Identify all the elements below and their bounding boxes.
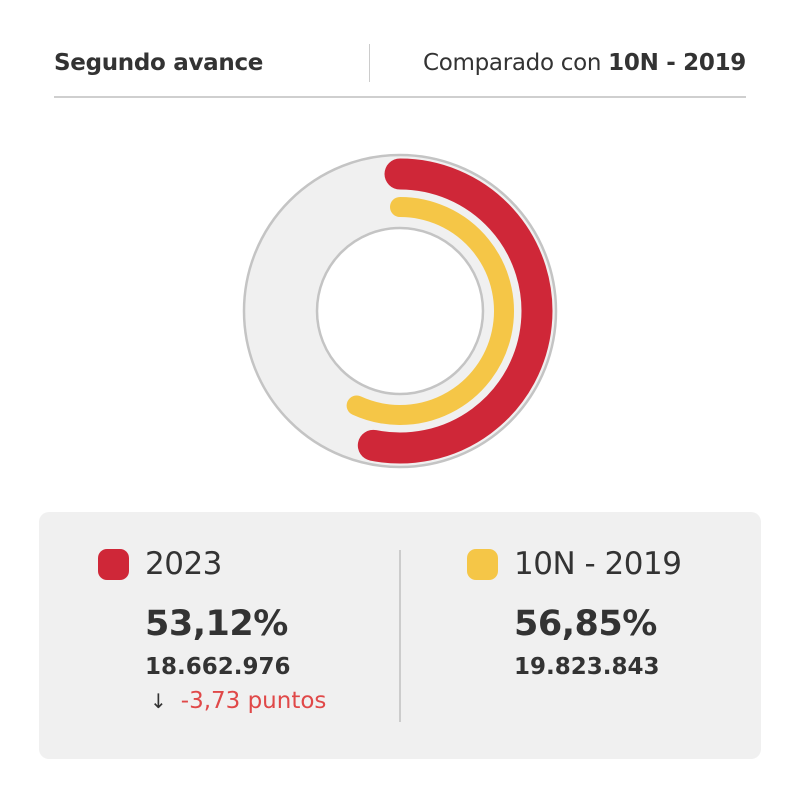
votes-2023: 18.662.976 [145, 654, 291, 680]
ring-background [243, 154, 557, 468]
arc-2019 [346, 197, 514, 425]
compare-target: 10N - 2019 [608, 50, 746, 76]
percent-2019: 56,85% [514, 604, 657, 644]
chart-header: Segundo avance Comparado con 10N - 2019 [54, 44, 746, 98]
legend-divider [399, 550, 401, 722]
compare-prefix: Comparado con [422, 50, 602, 76]
arc-2023 [357, 158, 553, 464]
legend-item-2019: 10N - 2019 56,85% 19.823.843 [467, 544, 682, 680]
legend-label-2023: 2023 [145, 546, 222, 582]
ring-inner-border [315, 226, 485, 396]
difference-value: -3,73 puntos [180, 688, 327, 714]
header-comparison: Comparado con 10N - 2019 [423, 50, 746, 76]
radial-turnout-chart [242, 153, 558, 469]
legend-item-2023: 2023 53,12% 18.662.976 ↓ -3,73 puntos [98, 544, 326, 714]
arrow-down-icon: ↓ [150, 689, 167, 713]
header-divider [369, 44, 370, 82]
header-title: Segundo avance [54, 50, 264, 76]
votes-2019: 19.823.843 [514, 654, 660, 680]
swatch-2019 [467, 548, 498, 580]
ring-outer-border [242, 153, 558, 469]
swatch-2023 [98, 548, 129, 580]
legend-panel: 2023 53,12% 18.662.976 ↓ -3,73 puntos 10… [39, 512, 761, 759]
legend-label-2019: 10N - 2019 [514, 546, 682, 582]
percent-2023: 53,12% [145, 604, 288, 644]
difference: ↓ -3,73 puntos [150, 688, 326, 714]
